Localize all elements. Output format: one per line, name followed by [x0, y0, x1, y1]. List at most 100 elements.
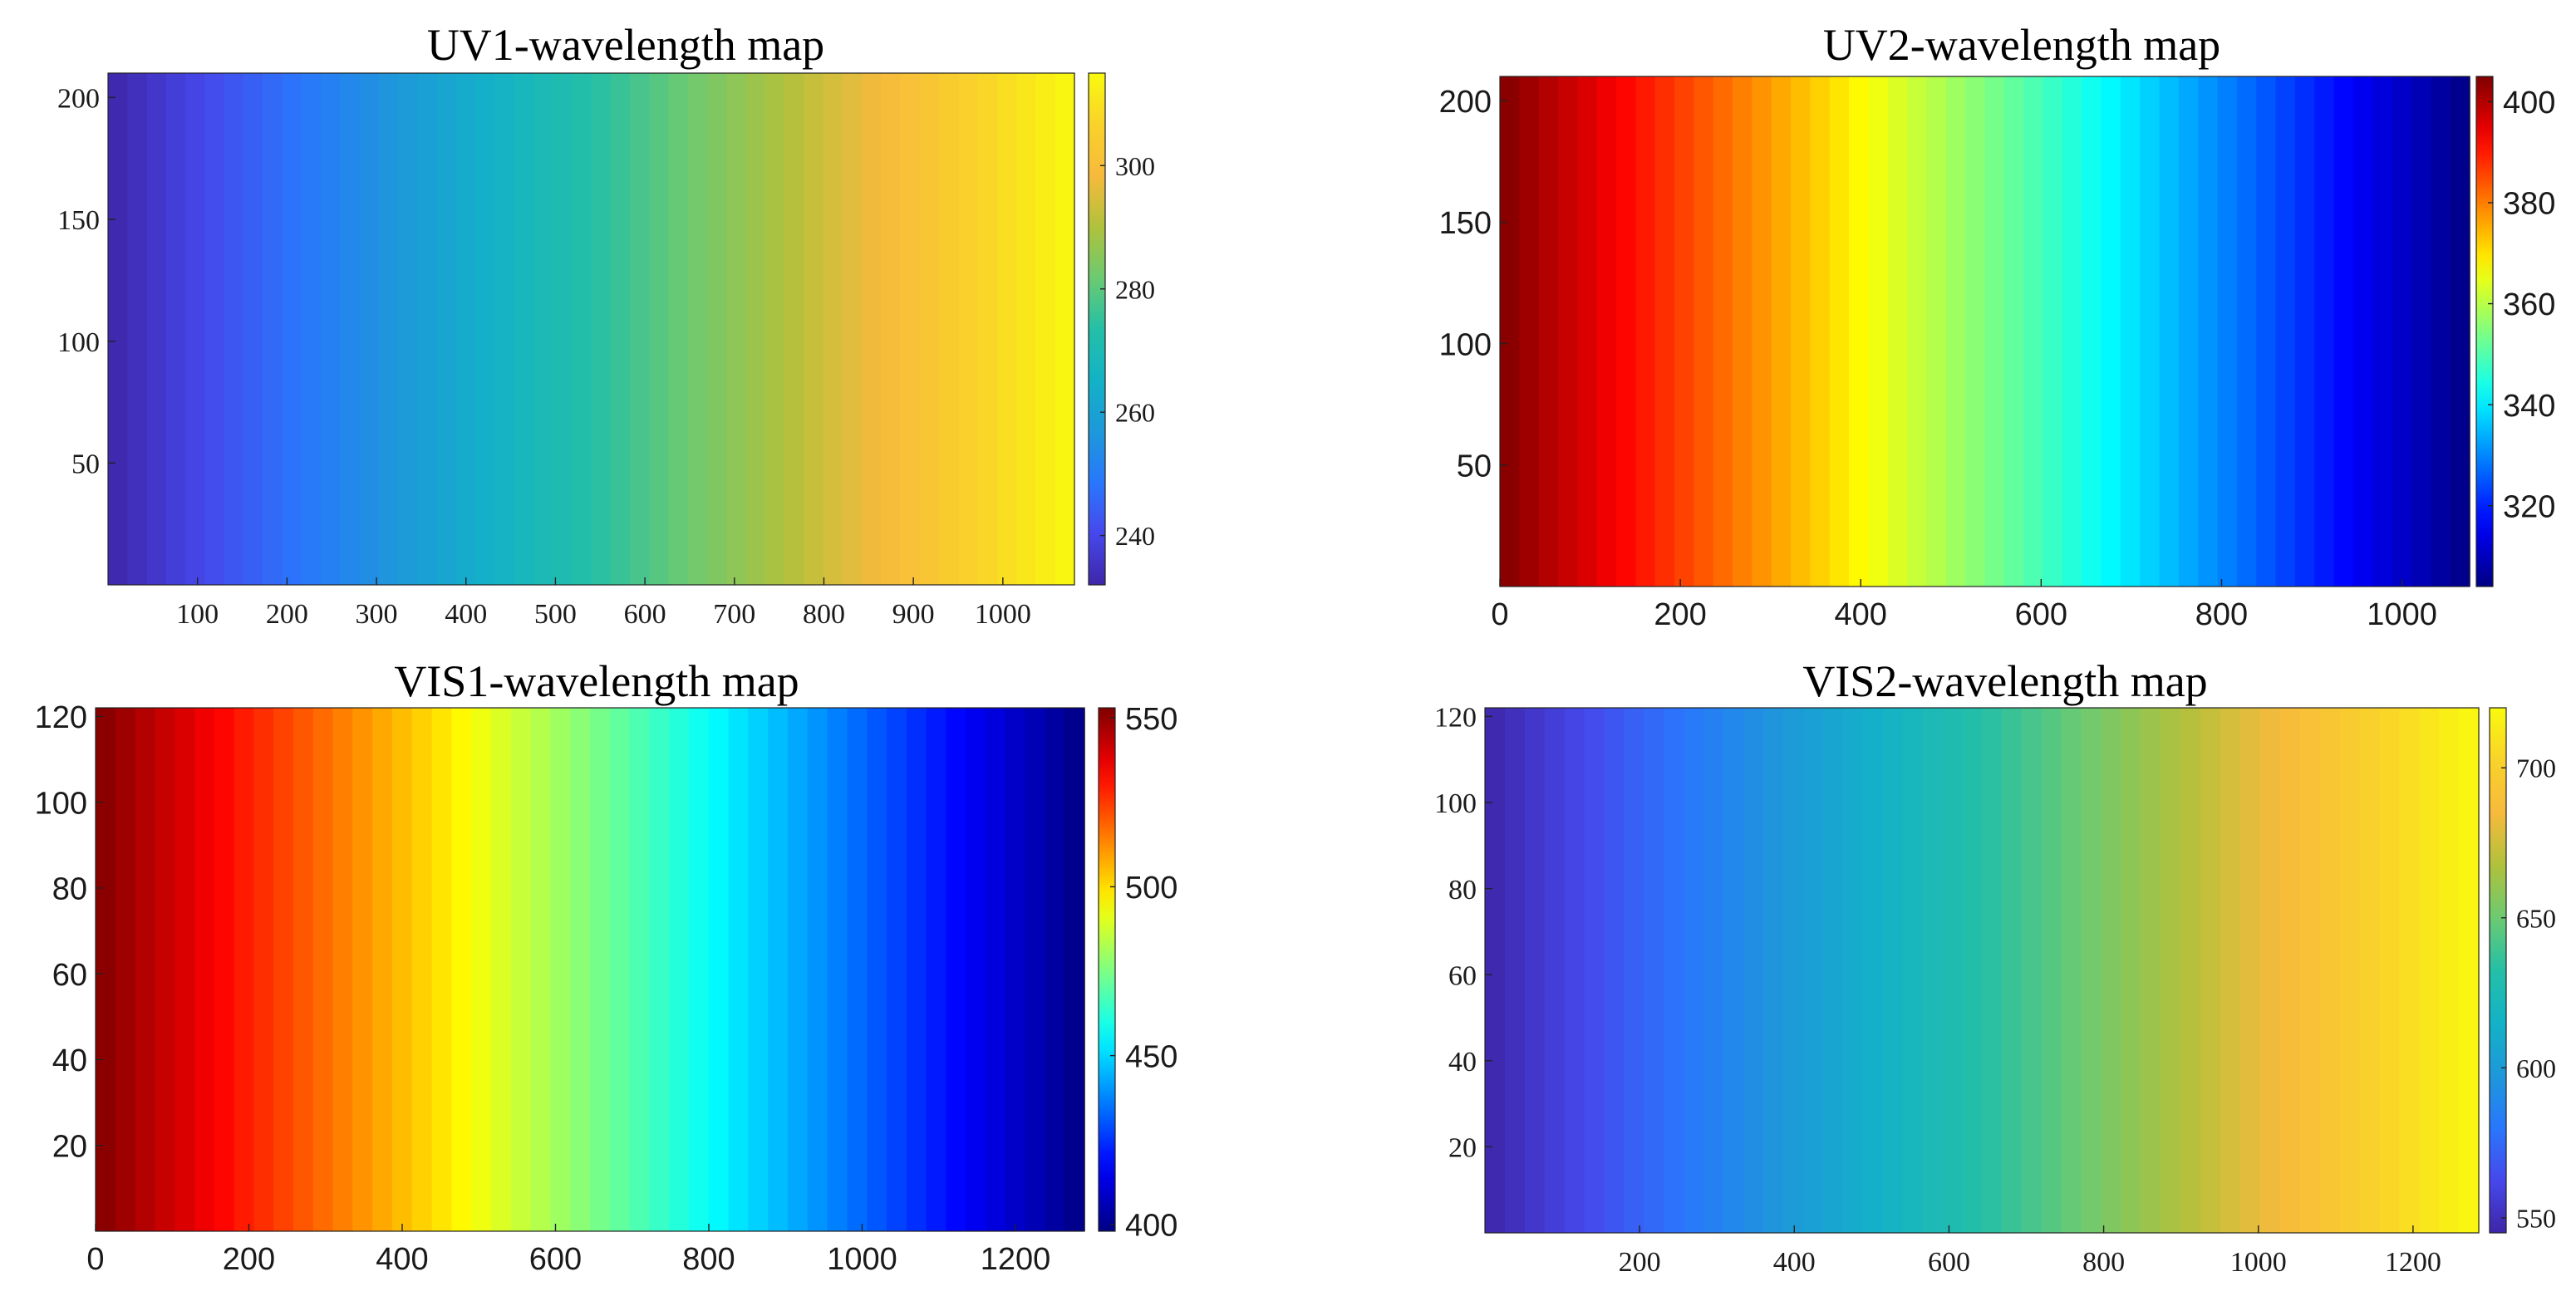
- colorbar-tick-label: 300: [1115, 151, 1155, 181]
- heatmap-band: [1887, 76, 1908, 587]
- heatmap-band: [514, 73, 534, 585]
- heatmap-band: [946, 708, 966, 1231]
- y-tick-label: 200: [57, 84, 100, 115]
- heatmap-band: [668, 73, 689, 585]
- x-tick-label: 600: [1928, 1247, 1970, 1278]
- heatmap-band: [282, 73, 302, 585]
- heatmap-band: [2082, 76, 2102, 587]
- heatmap-band: [1829, 76, 1850, 587]
- heatmap-band: [1519, 76, 1540, 587]
- heatmap-band: [1982, 708, 2003, 1233]
- y-tick-label: 150: [57, 205, 100, 236]
- heatmap-band: [610, 73, 631, 585]
- x-tick-label: 400: [1835, 597, 1887, 632]
- y-tick-label: 50: [1457, 449, 1492, 484]
- x-tick-label: 1000: [827, 1242, 897, 1277]
- heatmap-band: [474, 73, 495, 585]
- heatmap-band: [1624, 708, 1645, 1233]
- colorbar-tick-label: 400: [1125, 1209, 1177, 1244]
- x-tick-label: 600: [529, 1242, 582, 1277]
- colorbar-tick-label: 450: [1125, 1039, 1177, 1074]
- heatmap-band: [332, 708, 354, 1231]
- heatmap-band: [312, 708, 334, 1231]
- y-tick-label: 50: [71, 449, 100, 480]
- heatmap-band: [996, 73, 1018, 585]
- heatmap-band: [1791, 76, 1812, 587]
- heatmap-band: [1942, 708, 1963, 1233]
- heatmap-band: [2411, 76, 2432, 587]
- heatmap-band: [1054, 73, 1075, 585]
- heatmap-band: [510, 708, 532, 1231]
- chart-title: UV1-wavelength map: [427, 20, 824, 70]
- x-tick-label: 500: [534, 599, 577, 630]
- colorbar: [1088, 72, 1106, 586]
- heatmap-band: [1713, 76, 1733, 587]
- heatmap-band: [649, 708, 670, 1231]
- heatmap-band: [1045, 708, 1065, 1231]
- heatmap-band: [1762, 708, 1784, 1233]
- y-tick-label: 120: [35, 700, 87, 735]
- heatmap-band: [301, 73, 322, 585]
- heatmap-band: [687, 73, 708, 585]
- heatmap-band: [2236, 76, 2258, 587]
- heatmap-band: [649, 73, 670, 585]
- heatmap-band: [2062, 76, 2082, 587]
- x-tick-label: 600: [624, 599, 666, 630]
- heatmap-band: [2140, 76, 2161, 587]
- heatmap-band: [1849, 76, 1870, 587]
- heatmap-band: [2061, 708, 2082, 1233]
- heatmap-band: [689, 708, 710, 1231]
- chart-title: VIS2-wavelength map: [1802, 656, 2207, 706]
- heatmap-band: [842, 73, 863, 585]
- x-tick-label: 1000: [975, 599, 1031, 630]
- heatmap-band: [372, 708, 393, 1231]
- heatmap-band: [881, 73, 902, 585]
- heatmap-band: [570, 708, 591, 1231]
- chart-vis1: VIS1-wavelength map 0 200 400 600 800 1000 120…: [35, 656, 1178, 1277]
- x-tick-label: 300: [356, 599, 398, 630]
- heatmap-band: [451, 708, 472, 1231]
- heatmap-band: [2431, 76, 2451, 587]
- heatmap-band: [1504, 708, 1526, 1233]
- heatmap-band: [392, 708, 413, 1231]
- heatmap-band: [887, 708, 907, 1231]
- heatmap-band: [2359, 708, 2381, 1233]
- heatmap-band: [2294, 76, 2316, 587]
- heatmap-band: [2159, 76, 2180, 587]
- heatmap-band: [2200, 708, 2221, 1233]
- heatmap-band: [2352, 76, 2374, 587]
- x-tick-label: 400: [376, 1242, 428, 1277]
- heatmap-band: [728, 708, 750, 1231]
- y-tick-label: 120: [1434, 703, 1477, 734]
- heatmap-band: [1743, 708, 1764, 1233]
- x-tick-label: 200: [266, 599, 308, 630]
- x-tick-label: 800: [682, 1242, 735, 1277]
- chart-vis2: VIS2-wavelength map 200 400 600 800 1000 1200…: [1434, 656, 2556, 1278]
- heatmap-band: [1868, 76, 1889, 587]
- heatmap-band: [2120, 76, 2141, 587]
- heatmap-band: [2314, 76, 2335, 587]
- x-tick-label: 200: [1619, 1247, 1661, 1278]
- x-tick-label: 800: [2082, 1247, 2125, 1278]
- colorbar-tick-label: 550: [2516, 1203, 2556, 1233]
- heatmap-band: [96, 708, 116, 1231]
- heatmap-band: [2439, 708, 2460, 1233]
- plot-frame: [107, 72, 1075, 586]
- x-tick-label: 1000: [2230, 1247, 2287, 1278]
- y-tick-label: 60: [1448, 960, 1477, 991]
- heatmap-band: [1604, 708, 1625, 1233]
- heatmap-band: [494, 73, 515, 585]
- heatmap-band: [1684, 708, 1704, 1233]
- heatmap-band: [1703, 708, 1724, 1233]
- heatmap-band: [411, 708, 433, 1231]
- heatmap-band: [1782, 708, 1804, 1233]
- heatmap-band: [726, 73, 747, 585]
- x-tick-label: 0: [86, 1242, 104, 1277]
- chart-title: UV2-wavelength map: [1823, 20, 2220, 70]
- heatmap-band: [491, 708, 512, 1231]
- colorbar-tick-label: 700: [2516, 754, 2556, 783]
- heatmap-band: [194, 708, 215, 1231]
- colorbar: [2489, 707, 2507, 1234]
- heatmap-band: [2198, 76, 2219, 587]
- heatmap-band: [629, 708, 651, 1231]
